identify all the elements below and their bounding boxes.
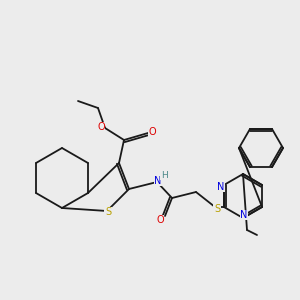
Text: O: O [97, 122, 105, 132]
Text: S: S [214, 204, 220, 214]
Text: N: N [240, 210, 248, 220]
Text: H: H [160, 170, 167, 179]
Text: O: O [148, 127, 156, 137]
Text: N: N [154, 176, 162, 186]
Text: S: S [105, 207, 111, 217]
Text: N: N [217, 182, 225, 192]
Text: O: O [156, 215, 164, 225]
